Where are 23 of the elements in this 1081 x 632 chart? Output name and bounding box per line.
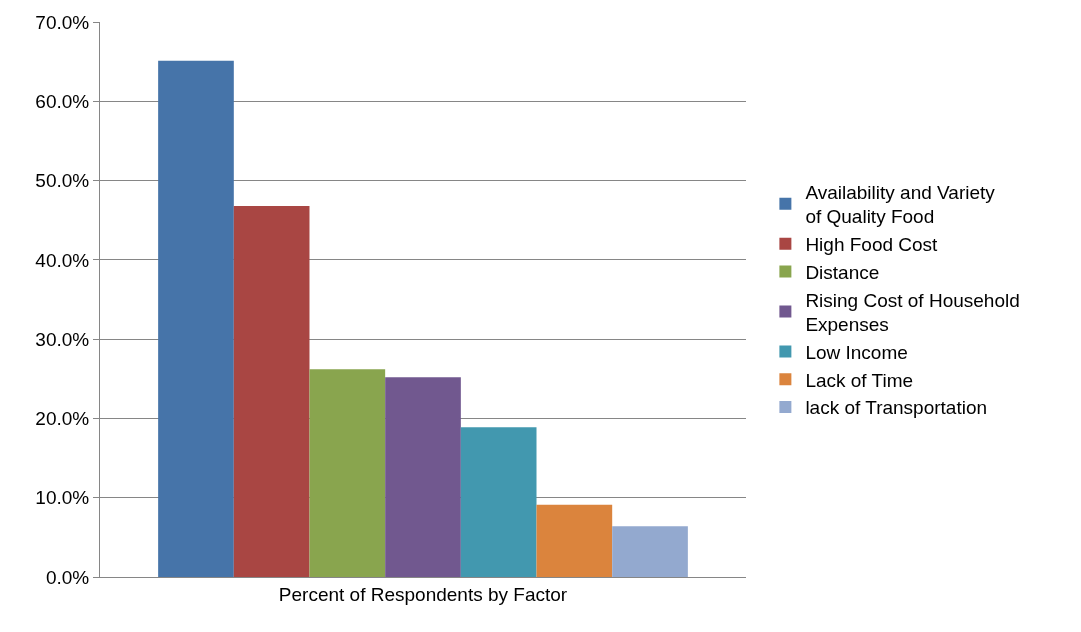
y-tick-label: 40.0% — [35, 249, 90, 271]
y-tick-label: 60.0% — [35, 90, 90, 112]
bar — [158, 60, 234, 577]
x-tick-label: Percent of Respondents by Factor — [278, 583, 568, 605]
legend-label: Low Income — [805, 341, 908, 363]
bar — [233, 205, 310, 577]
y-tick-label: 50.0% — [35, 170, 90, 192]
y-tick-label: 70.0% — [35, 11, 90, 33]
bar — [612, 526, 688, 577]
legend-label: High Food Cost — [805, 234, 939, 256]
y-tick-label: 20.0% — [35, 408, 90, 430]
bar — [309, 369, 386, 577]
legend-label: Availability and Variety of Quality Food — [805, 181, 996, 228]
legend-label: Rising Cost of Household Expenses — [805, 289, 1020, 336]
legend-label: Lack of Time — [805, 369, 914, 391]
bar — [385, 377, 461, 577]
bar — [536, 504, 613, 577]
y-tick-label: 10.0% — [35, 487, 90, 509]
y-tick-label: 0.0% — [45, 566, 90, 588]
y-tick-label: 30.0% — [35, 328, 90, 350]
legend-label: lack of Transportation — [805, 397, 988, 419]
legend-label: Distance — [805, 261, 880, 283]
bar — [460, 427, 537, 577]
